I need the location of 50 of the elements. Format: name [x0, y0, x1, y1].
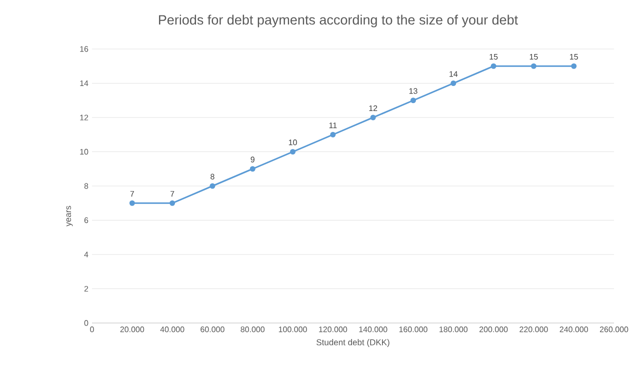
data-label: 15 — [570, 54, 578, 60]
point — [290, 149, 296, 154]
data-label: 7 — [170, 191, 174, 197]
x-tick-label: 80.000 — [240, 326, 265, 332]
data-label: 9 — [250, 156, 254, 162]
point — [330, 132, 336, 138]
y-tick-label: 10 — [80, 148, 88, 155]
x-tick-label: 0 — [90, 326, 94, 332]
point — [129, 200, 135, 206]
y-axis-title: years — [66, 206, 73, 226]
data-label: 10 — [288, 140, 297, 146]
x-tick-label: 60.000 — [200, 326, 224, 332]
x-axis-title: Student debt (DKK) — [316, 339, 390, 347]
point — [210, 183, 216, 189]
point — [250, 166, 256, 172]
x-tick-label: 20.000 — [120, 326, 144, 332]
y-tick-label: 0 — [84, 320, 88, 326]
point — [490, 63, 496, 69]
y-tick-label: 14 — [80, 80, 88, 86]
x-tick-label: 220.000 — [520, 326, 548, 332]
x-tick-label: 120.000 — [319, 326, 348, 332]
x-tick-label: 40.000 — [160, 326, 184, 332]
data-label: 12 — [369, 105, 378, 111]
data-label: 14 — [450, 71, 458, 77]
y-tick-label: 2 — [84, 286, 88, 292]
y-tick-label: 16 — [80, 46, 88, 52]
x-tick-label: 100.000 — [278, 326, 307, 332]
point — [170, 200, 176, 206]
y-tick-label: 4 — [84, 252, 88, 258]
data-label: 7 — [130, 191, 134, 197]
data-label: 15 — [530, 54, 538, 60]
data-label: 11 — [329, 122, 337, 128]
data-label: 8 — [210, 174, 214, 180]
y-tick-label: 6 — [84, 217, 88, 224]
x-tick-label: 260.000 — [600, 326, 628, 332]
x-tick-label: 140.000 — [359, 326, 388, 332]
x-tick-label: 180.000 — [440, 326, 468, 332]
x-tick-label: 160.000 — [399, 326, 428, 332]
data-label: 13 — [409, 88, 418, 94]
point — [571, 63, 577, 69]
chart-title: Periods for debt payments according to the size of your debt — [159, 14, 518, 28]
x-tick-label: 240.000 — [560, 326, 588, 332]
point — [410, 98, 416, 104]
x-tick-label: 200.000 — [479, 326, 508, 332]
y-tick-label: 8 — [84, 183, 88, 189]
point — [370, 114, 376, 120]
point — [530, 63, 536, 69]
y-tick-label: 12 — [80, 114, 88, 120]
data-label: 15 — [490, 54, 498, 60]
point — [450, 80, 456, 86]
